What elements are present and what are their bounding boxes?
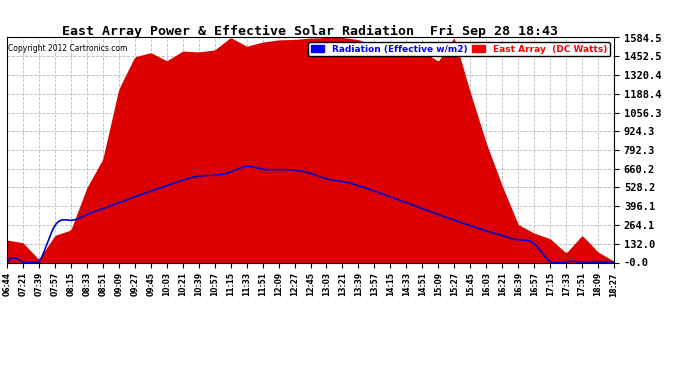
Title: East Array Power & Effective Solar Radiation  Fri Sep 28 18:43: East Array Power & Effective Solar Radia… (63, 24, 558, 38)
Text: Copyright 2012 Cartronics.com: Copyright 2012 Cartronics.com (8, 44, 128, 53)
Legend: Radiation (Effective w/m2), East Array  (DC Watts): Radiation (Effective w/m2), East Array (… (308, 42, 609, 56)
